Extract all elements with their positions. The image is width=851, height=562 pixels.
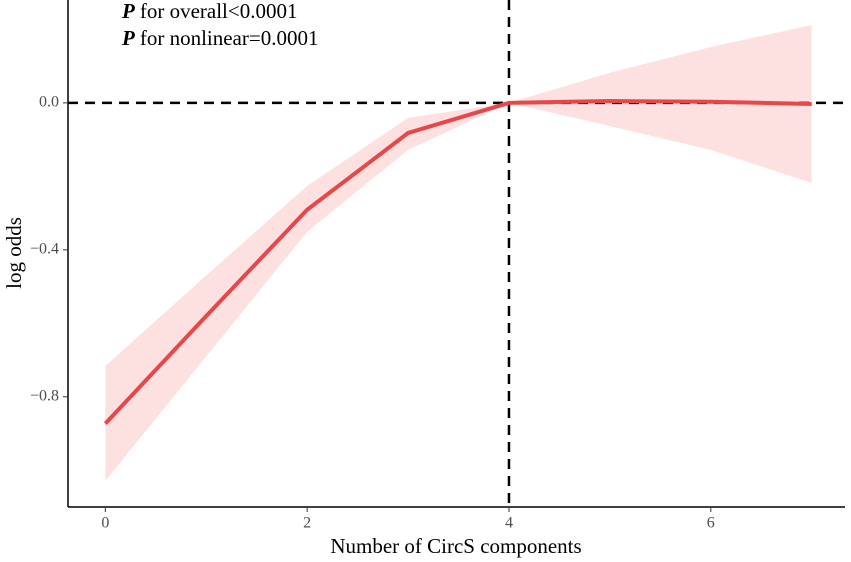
confidence-band <box>105 24 812 481</box>
x-tick-label: 6 <box>707 515 715 532</box>
p-symbol: P <box>121 0 135 23</box>
y-tick-label: −0.4 <box>30 240 59 257</box>
x-tick-label: 0 <box>101 515 109 532</box>
y-tick-label: 0.0 <box>39 94 59 111</box>
annotation-text: for overall<0.0001 <box>140 0 298 23</box>
annotation-text: for nonlinear=0.0001 <box>140 26 319 50</box>
y-axis-title: log odds <box>2 217 26 289</box>
line <box>103 99 812 425</box>
x-tick-label: 4 <box>505 515 513 532</box>
p-symbol: P <box>121 26 135 50</box>
y-tick-label: −0.8 <box>30 387 59 404</box>
x-tick-label: 2 <box>303 515 311 532</box>
x-axis-title: Number of CircS components <box>330 534 581 558</box>
